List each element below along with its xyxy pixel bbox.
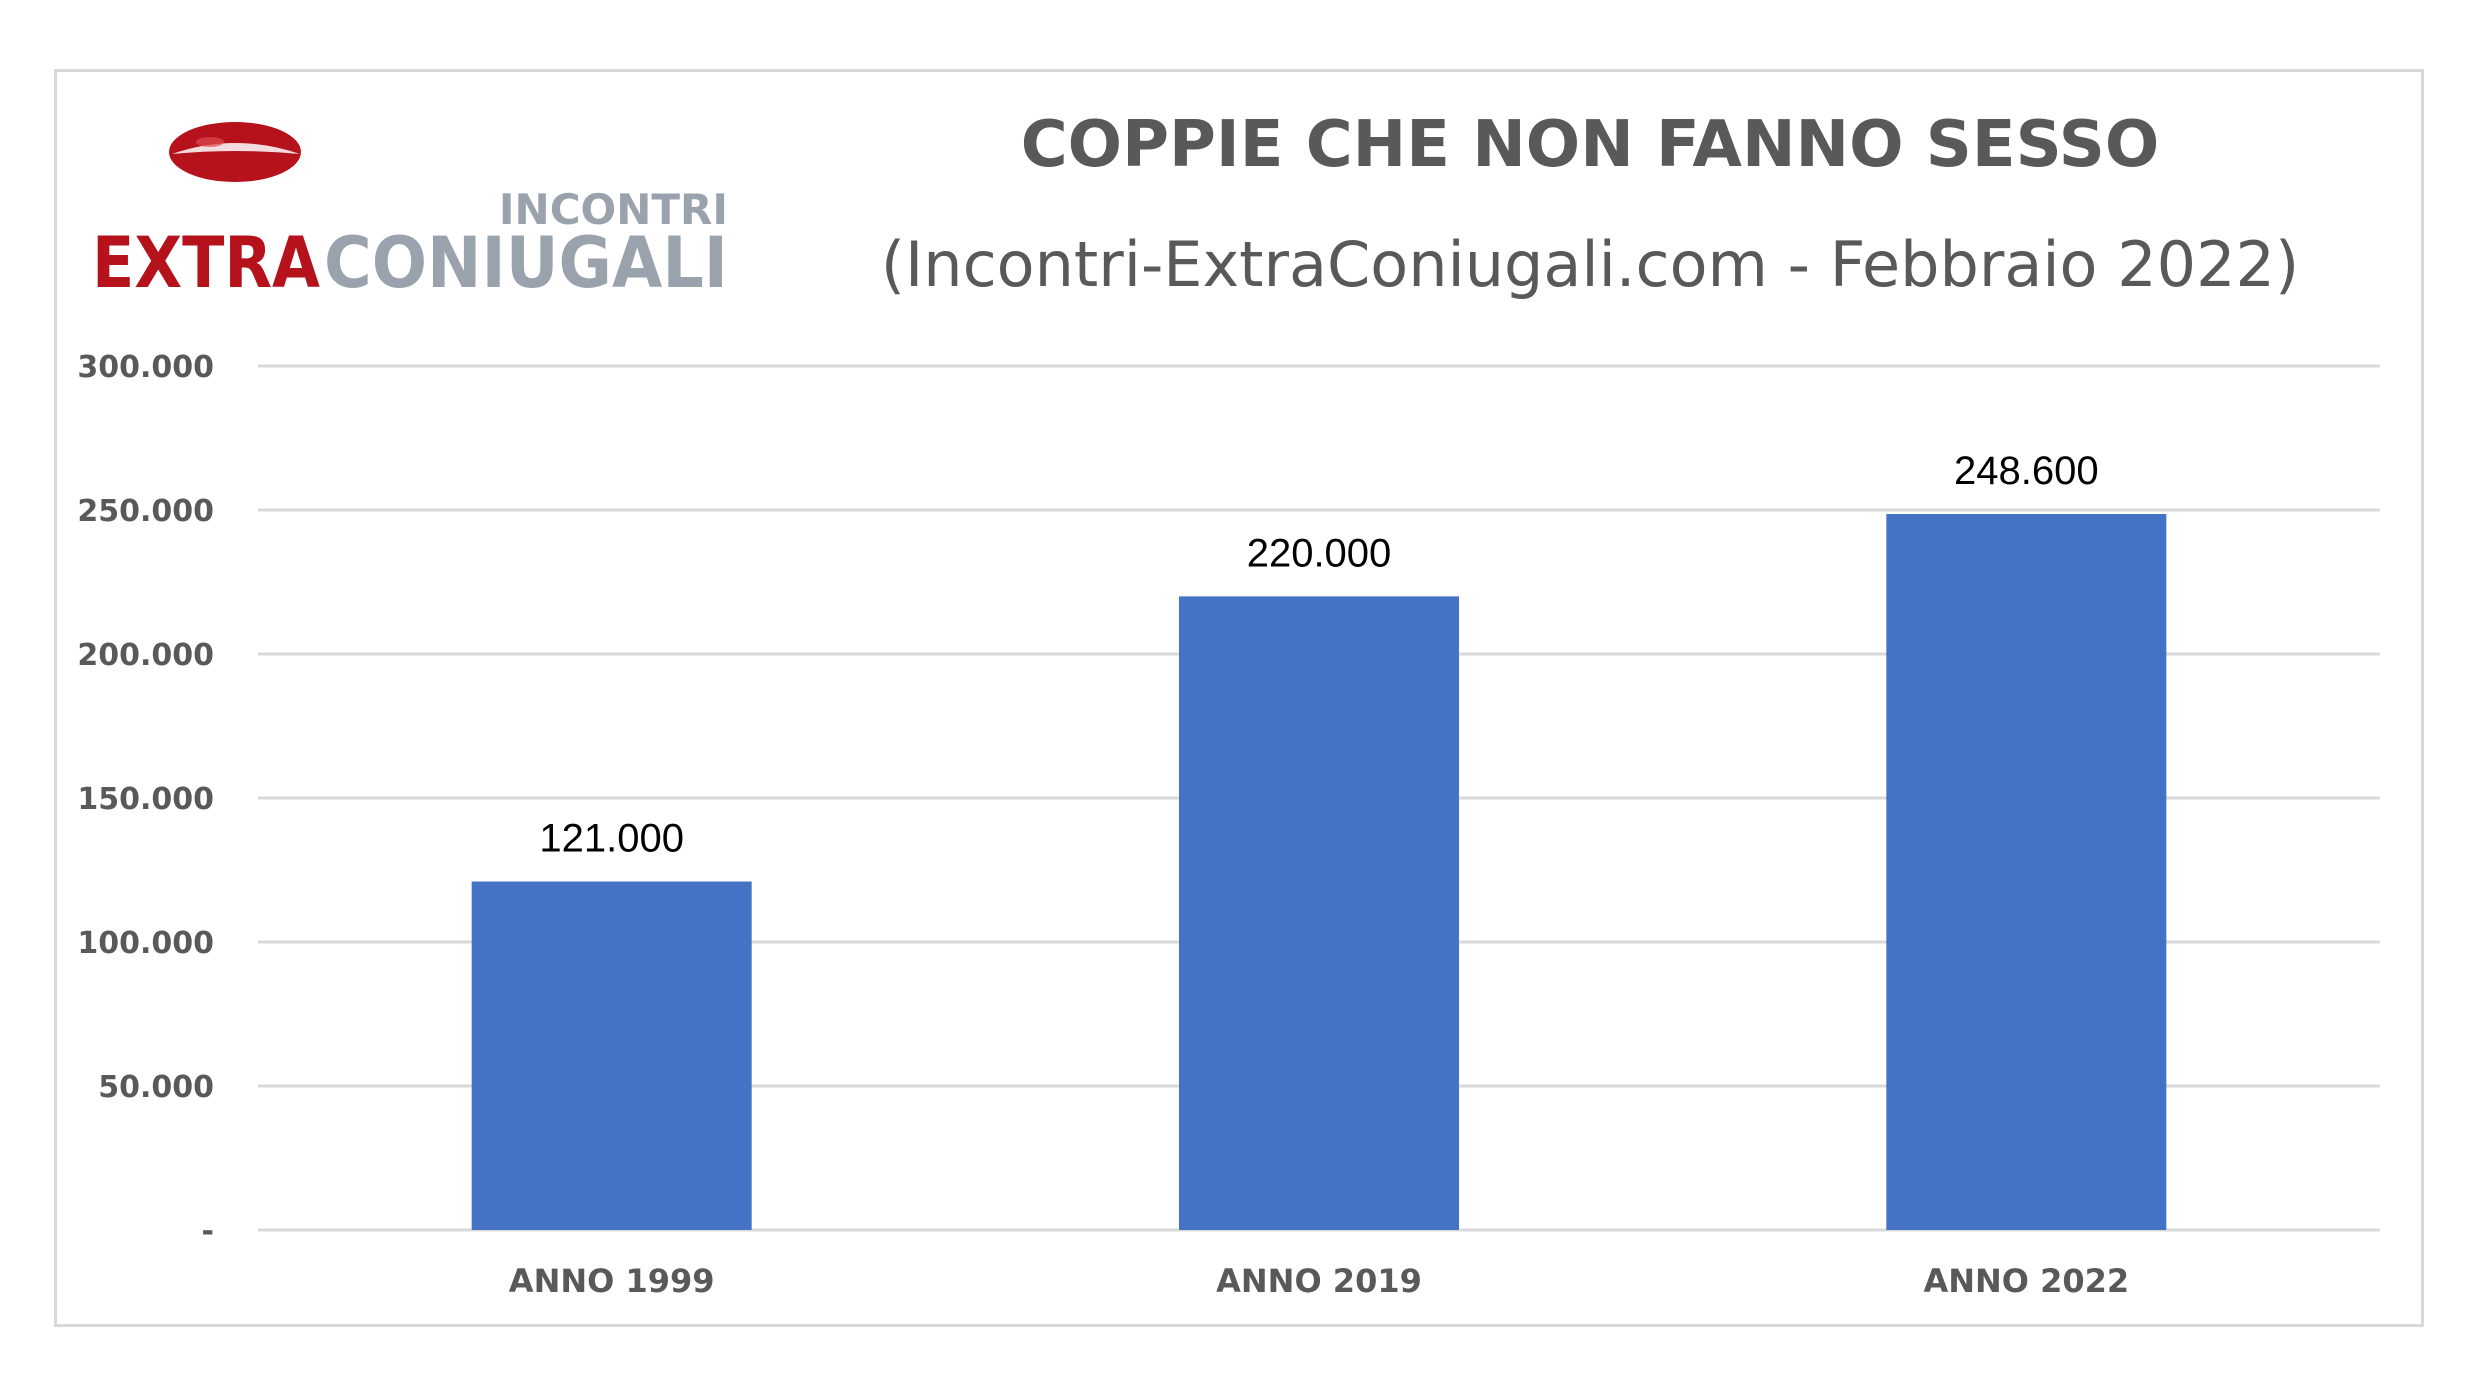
chart-title: COPPIE CHE NON FANNO SESSO [1020, 108, 2160, 182]
y-tick-label: - [202, 1214, 214, 1249]
y-tick-label: 150.000 [77, 782, 214, 817]
bar [471, 881, 752, 1230]
logo-text-gray: CONIUGALI [324, 222, 728, 302]
y-tick-label: 100.000 [77, 926, 214, 961]
bar [1179, 596, 1459, 1230]
y-tick-label: 50.000 [98, 1070, 214, 1105]
bar [1886, 514, 2167, 1230]
lips-icon [169, 122, 301, 182]
data-label: 121.000 [539, 817, 684, 861]
data-label: 220.000 [1247, 531, 1392, 575]
data-label: 248.600 [1954, 449, 2099, 493]
x-tick-label: ANNO 2019 [1216, 1262, 1422, 1300]
y-tick-label: 200.000 [77, 638, 214, 673]
y-tick-label: 300.000 [77, 350, 214, 385]
logo: INCONTRI EXTRA CONIUGALI [92, 122, 728, 302]
logo-text-red: EXTRA [92, 222, 320, 302]
x-tick-label: ANNO 1999 [509, 1262, 715, 1300]
x-tick-label: ANNO 2022 [1923, 1262, 2129, 1300]
y-tick-label: 250.000 [77, 494, 214, 529]
chart-subtitle: (Incontri-ExtraConiugali.com - Febbraio … [880, 228, 2300, 301]
logo-small-text: INCONTRI [499, 185, 728, 234]
